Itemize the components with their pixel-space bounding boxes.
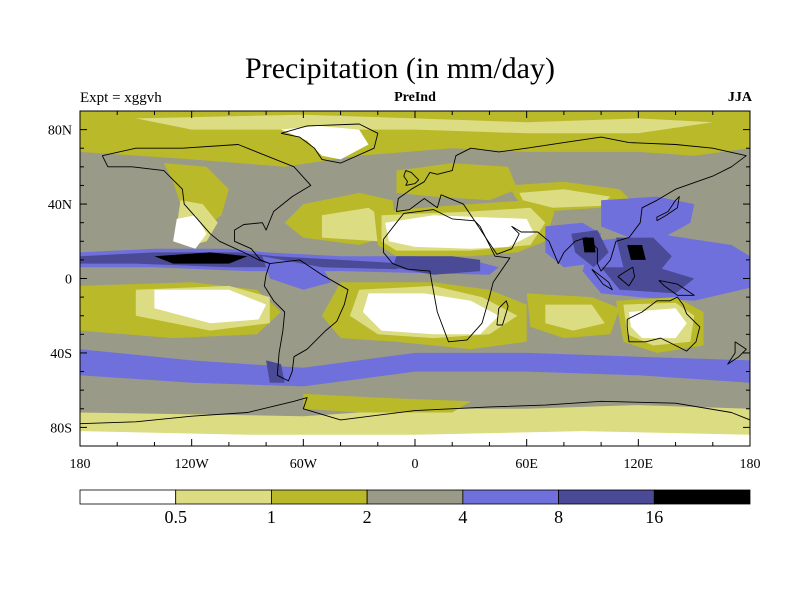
field-australia-desert	[629, 308, 687, 339]
colorbar-label: 8	[554, 507, 563, 527]
colorbar: 0.5 1 2 4 8 16	[79, 489, 751, 527]
map-field	[80, 111, 750, 446]
field-nw-america-dry	[163, 163, 229, 227]
colorbar-swatch	[366, 489, 464, 505]
field-south-pacific-desert	[154, 289, 267, 324]
coast-africa	[382, 209, 511, 343]
field-south-atlantic-desert	[362, 293, 499, 335]
field-california-desert	[173, 215, 207, 249]
colorbar-swatch	[175, 489, 272, 505]
colorbar-label: 4	[458, 507, 467, 527]
colorbar-label: 0.5	[164, 507, 187, 527]
x-tick-label: 180	[70, 457, 91, 472]
field-south-america-wet	[262, 256, 332, 290]
coast-antarctica	[80, 397, 750, 425]
field-greenland-dry	[281, 125, 369, 160]
field-antarctic-rim	[303, 393, 471, 413]
coast-greenland	[280, 123, 379, 164]
x-tick-label: 60W	[290, 457, 318, 472]
field-indian-dry	[545, 304, 605, 331]
y-tick-label: 80S	[50, 421, 72, 436]
coast-australia	[626, 296, 701, 352]
coast-eurasia	[395, 136, 747, 272]
colorbar-label: 2	[363, 507, 372, 527]
x-tick-label: 60E	[515, 457, 538, 472]
coast-north-america	[101, 144, 312, 265]
colorbar-swatch	[653, 489, 751, 505]
coast-japan	[656, 196, 680, 222]
field-itcz-core	[154, 252, 248, 264]
field-antarctic-interior	[80, 431, 750, 446]
experiment-label: Expt = xggvh	[80, 90, 162, 106]
x-tick-label: 0	[412, 457, 419, 472]
field-monsoon-core-2	[627, 245, 646, 260]
coast-madagascar	[496, 300, 509, 326]
coast-new-guinea	[658, 279, 695, 296]
field-europe-dry	[396, 163, 518, 201]
coast-new-zealand	[727, 341, 747, 365]
colorbar-label: 16	[645, 507, 663, 527]
y-tick-label: 40N	[48, 198, 72, 213]
colorbar-swatch	[558, 489, 655, 505]
field-maritime-heavy	[601, 267, 695, 294]
x-tick-label: 120W	[175, 457, 210, 472]
field-arctic-very-dry	[135, 114, 713, 134]
x-tick-label: 120E	[624, 457, 654, 472]
colorbar-swatch	[271, 489, 368, 505]
coast-sumatra	[591, 268, 613, 291]
field-monsoon-core-1	[582, 237, 596, 253]
colorbar-swatch	[462, 489, 559, 505]
field-asia-desert-edge	[519, 189, 611, 208]
y-tick-label: 80N	[48, 124, 72, 139]
chart-title: Precipitation (in mm/day)	[245, 52, 555, 85]
coast-borneo	[617, 266, 636, 287]
axes: 180 120W 60W 0 60E 120E 180 80N 40N 0 40S 80S	[48, 111, 761, 472]
colorbar-label: 1	[267, 507, 276, 527]
x-tick-label: 180	[740, 457, 761, 472]
coast-south-america	[263, 259, 349, 382]
y-tick-label: 0	[65, 273, 72, 288]
field-sahara-desert	[385, 215, 535, 249]
scenario-label: PreInd	[394, 90, 436, 105]
coast-uk	[403, 170, 420, 186]
y-tick-label: 40S	[50, 347, 72, 362]
colorbar-swatch	[79, 489, 177, 505]
season-label: JJA	[727, 90, 752, 105]
field-subtropic-atlantic	[321, 207, 389, 242]
field-southern-ocean-storm-track	[80, 349, 750, 387]
